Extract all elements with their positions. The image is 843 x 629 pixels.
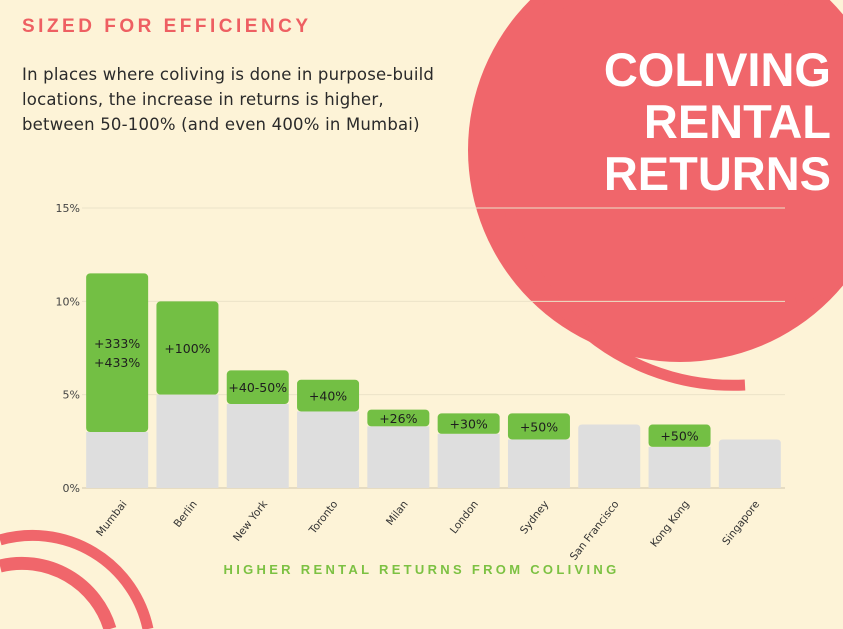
- bar-base: [648, 446, 711, 488]
- bar-base: [156, 394, 219, 488]
- intro-text: In places where coliving is done in purp…: [22, 65, 435, 134]
- bar-uplift: [156, 301, 219, 395]
- bar-uplift: [297, 379, 360, 412]
- data-label: +50%: [660, 429, 698, 444]
- data-label: +50%: [520, 419, 558, 434]
- x-tick-label: Sydney: [518, 498, 551, 536]
- bar-uplift: [226, 370, 289, 404]
- bar-uplift: [437, 413, 500, 434]
- data-label: +433%: [94, 355, 140, 370]
- data-label: +100%: [164, 341, 210, 356]
- bar-uplift: [367, 409, 430, 427]
- page-title: COLIVING RENTAL RETURNS: [511, 44, 831, 200]
- x-tick-label: Toronto: [306, 498, 340, 537]
- x-tick-label: Berlin: [172, 498, 200, 529]
- bar-base: [437, 433, 500, 488]
- title-line: RETURNS: [603, 147, 831, 200]
- bar-base: [226, 404, 289, 488]
- x-tick-label: Kong Kong: [648, 498, 692, 549]
- bar-base: [507, 439, 570, 488]
- title-line: RENTAL: [643, 95, 831, 148]
- kicker-heading: SIZED FOR EFFICIENCY: [22, 16, 312, 37]
- arc-right: [794, 271, 843, 306]
- x-axis: Mumbai Berlin New York Toronto Milan London Sy…: [94, 498, 762, 563]
- arc-lower: [497, 119, 746, 391]
- data-label: +333%: [94, 336, 140, 351]
- title-line: COLIVING: [603, 43, 831, 96]
- bar-base: [367, 426, 430, 488]
- x-tick-label: London: [448, 498, 481, 536]
- y-tick-label: 0%: [63, 482, 80, 495]
- arc-top: [524, 0, 790, 28]
- x-axis-title: HIGHER RENTAL RETURNS FROM COLIVING: [223, 562, 620, 577]
- bar-base: [718, 439, 781, 488]
- arc-bottom-outer: [0, 529, 154, 629]
- x-tick-label: New York: [231, 498, 271, 544]
- bar-base: [297, 411, 360, 488]
- x-tick-label: Milan: [384, 498, 411, 527]
- x-tick-label: Mumbai: [94, 498, 129, 538]
- bar-uplift: [507, 413, 570, 440]
- x-tick-label: San Francisco: [568, 498, 622, 562]
- bar-base: [86, 432, 149, 488]
- x-tick-label: Singapore: [720, 498, 762, 547]
- y-tick-label: 5%: [63, 389, 80, 402]
- data-label: +40%: [309, 389, 347, 404]
- y-tick-label: 15%: [56, 202, 80, 215]
- bar-uplift: [648, 424, 711, 447]
- bars: +333% +433% +100% +40-50% +40% +26% +30% +50% +5…: [86, 273, 781, 488]
- data-label: +30%: [450, 417, 488, 432]
- y-tick-label: 10%: [56, 295, 80, 308]
- y-axis: 0% 5% 10% 15%: [56, 202, 80, 495]
- bar-base: [578, 424, 641, 488]
- data-label: +40-50%: [228, 380, 287, 395]
- data-label: +26%: [379, 411, 417, 426]
- bar-uplift: [86, 273, 149, 432]
- arc-bottom-inner: [0, 556, 117, 629]
- title-circle: [468, 0, 843, 362]
